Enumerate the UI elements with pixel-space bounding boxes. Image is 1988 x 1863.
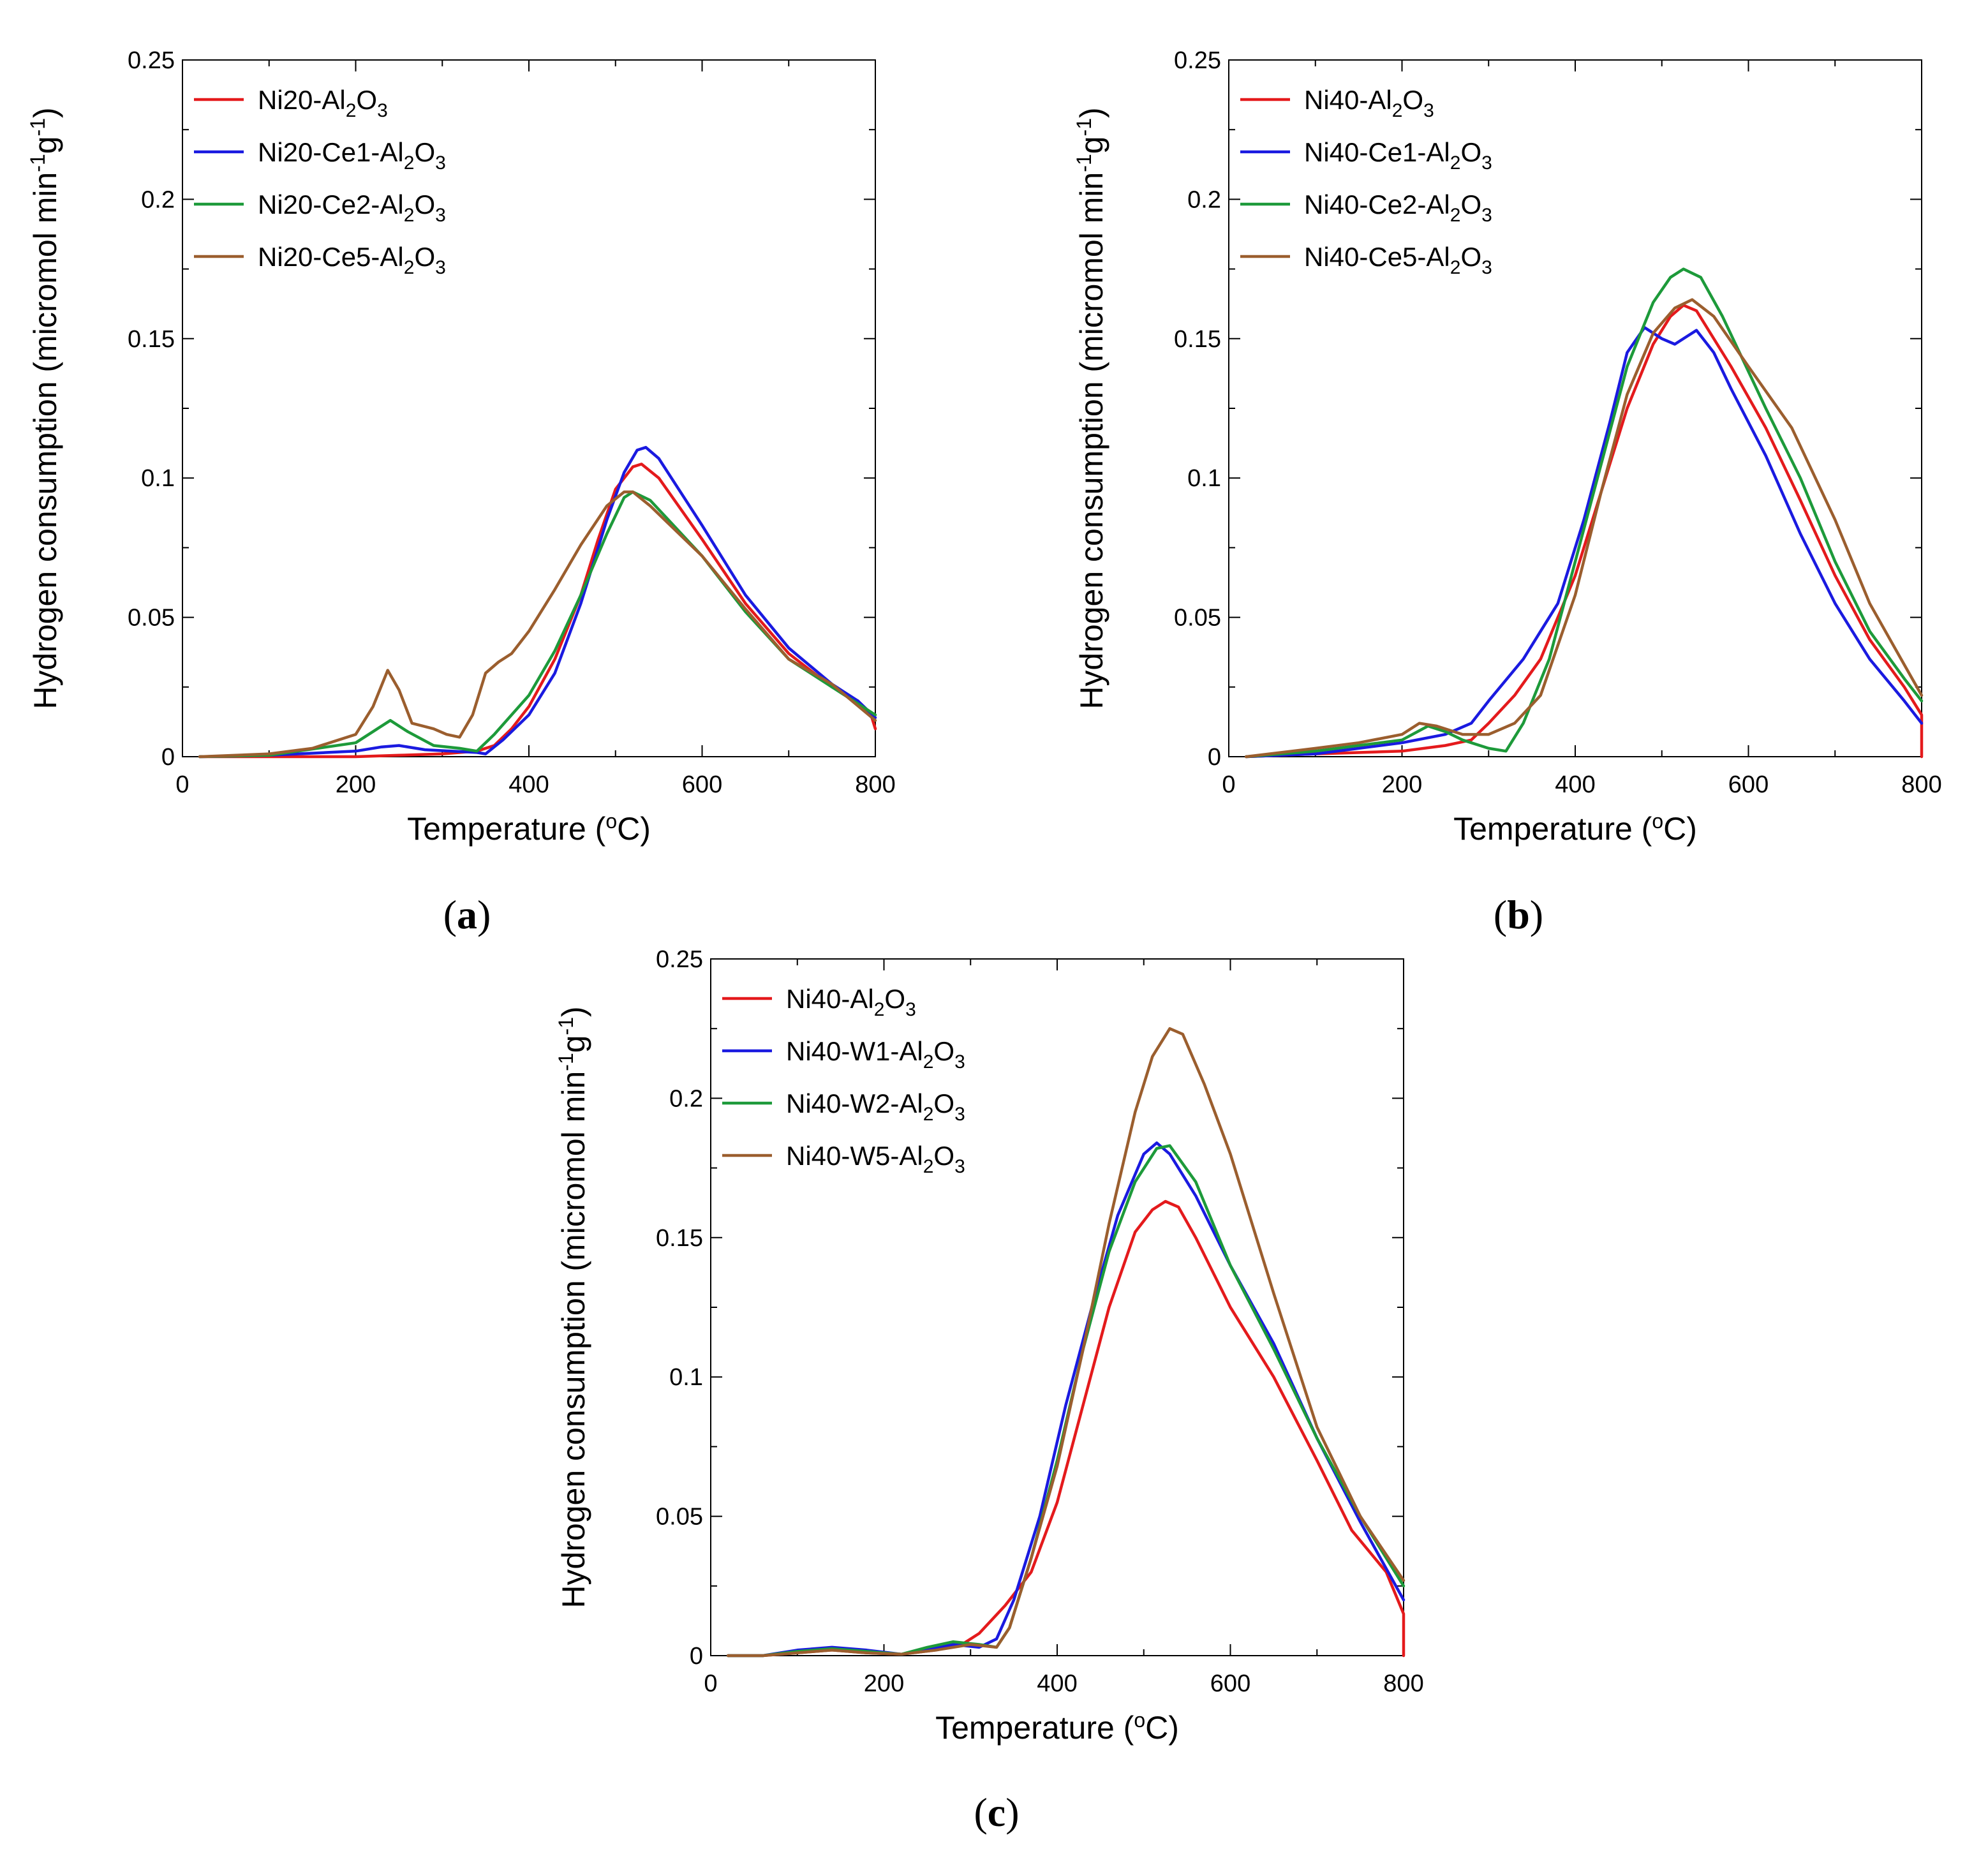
legend-entry: Ni40-Al2O3 (1304, 85, 1434, 121)
series-line-Ni40-W1-Al2O3 (726, 1141, 1406, 1658)
y-axis-label: Hydrogen consumption (micromol min-1g-1) (554, 1006, 591, 1608)
legend-entry: Ni40-Ce2-Al2O3 (1304, 189, 1492, 226)
x-tick-label: 200 (1382, 771, 1422, 798)
x-tick-label: 0 (175, 771, 189, 798)
chart-panel-b: 0 200 400 600 800 0 0.05 0.1 0.15 0.2 0.25 Temperat… (1072, 47, 1942, 937)
y-tick-label: 0.1 (1187, 465, 1221, 492)
x-axis-label: Temperature (oC) (935, 1709, 1179, 1746)
y-tick-label: 0.2 (141, 186, 175, 213)
x-tick-label: 600 (1210, 1670, 1250, 1697)
x-tick-label: 0 (1222, 771, 1235, 798)
y-tick-label: 0.25 (128, 47, 175, 74)
y-tick-label: 0.1 (141, 465, 175, 492)
panel-label: (c) (974, 1790, 1019, 1835)
y-tick-label: 0.25 (656, 946, 703, 973)
series-line-Ni20-Al2O3 (198, 463, 877, 759)
y-axis-label: Hydrogen consumption (micromol min-1g-1) (26, 107, 63, 709)
chart-panel-a: 0 200 400 600 800 0 0.05 0.1 0.15 0.2 0.25 Temperat… (26, 47, 896, 937)
x-axis-label: Temperature (oC) (1453, 810, 1697, 847)
series-line-Ni40-Ce5-Al2O3 (1244, 298, 1924, 759)
chart-panel-c: 0 200 400 600 800 0 0.05 0.1 0.15 0.2 0.25 Temperat… (554, 946, 1424, 1835)
x-tick-label: 200 (336, 771, 376, 798)
legend-entry: Ni20-Ce1-Al2O3 (258, 137, 446, 174)
panel-label: (b) (1494, 892, 1543, 937)
legend-entry: Ni20-Ce2-Al2O3 (258, 189, 446, 226)
y-tick-label: 0.15 (656, 1225, 703, 1252)
panel-label: (a) (443, 892, 491, 937)
x-tick-label: 600 (682, 771, 722, 798)
y-tick-label: 0.1 (669, 1364, 703, 1391)
y-tick-label: 0.2 (669, 1085, 703, 1112)
series-line-Ni20-Ce2-Al2O3 (198, 490, 877, 759)
series-line-Ni40-Al2O3 (1244, 304, 1924, 759)
x-tick-label: 800 (1901, 771, 1941, 798)
x-tick-label: 400 (1037, 1670, 1077, 1697)
y-tick-label: 0.2 (1187, 186, 1221, 213)
x-tick-label: 200 (864, 1670, 904, 1697)
y-tick-label: 0.15 (1174, 326, 1221, 353)
legend-entry: Ni20-Ce5-Al2O3 (258, 242, 446, 278)
x-tick-label: 800 (855, 771, 895, 798)
y-tick-label: 0.05 (128, 605, 175, 632)
legend-entry: Ni40-W5-Al2O3 (786, 1141, 965, 1177)
y-tick-label: 0.05 (1174, 605, 1221, 632)
x-tick-label: 0 (704, 1670, 717, 1697)
series-line-Ni40-Ce2-Al2O3 (1244, 267, 1924, 759)
y-axis-label: Hydrogen consumption (micromol min-1g-1) (1072, 107, 1109, 709)
y-tick-label: 0 (1208, 744, 1221, 771)
x-tick-label: 400 (508, 771, 549, 798)
series-line-Ni40-W5-Al2O3 (726, 1027, 1406, 1658)
x-tick-label: 800 (1383, 1670, 1423, 1697)
y-tick-label: 0.25 (1174, 47, 1221, 74)
x-tick-label: 600 (1728, 771, 1769, 798)
x-tick-label: 400 (1555, 771, 1595, 798)
legend-entry: Ni40-W1-Al2O3 (786, 1036, 965, 1073)
y-tick-label: 0 (161, 744, 175, 771)
series-line-Ni20-Ce1-Al2O3 (198, 445, 877, 759)
y-tick-label: 0.15 (128, 326, 175, 353)
legend-entry: Ni40-Al2O3 (786, 984, 916, 1020)
x-axis-label: Temperature (oC) (407, 810, 651, 847)
legend-entry: Ni40-Ce1-Al2O3 (1304, 137, 1492, 174)
y-tick-label: 0 (690, 1643, 703, 1670)
legend-entry: Ni40-Ce5-Al2O3 (1304, 242, 1492, 278)
legend-entry: Ni20-Al2O3 (258, 85, 388, 121)
y-tick-label: 0.05 (656, 1504, 703, 1531)
legend-entry: Ni40-W2-Al2O3 (786, 1088, 965, 1125)
series-line-Ni20-Ce5-Al2O3 (198, 490, 877, 759)
